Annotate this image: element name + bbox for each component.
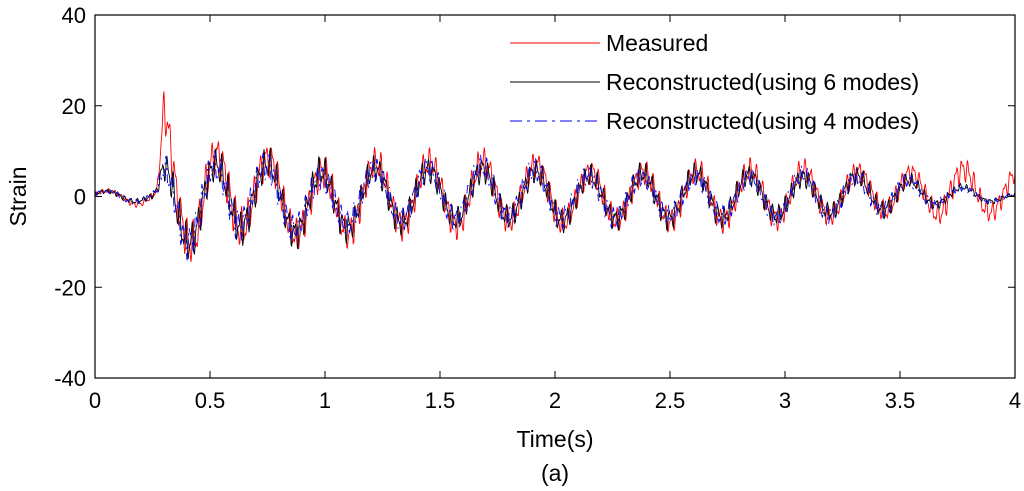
y-tick-label: 40 — [62, 3, 86, 28]
series-line-2 — [94, 147, 1016, 260]
x-tick-label: 4 — [1009, 388, 1021, 413]
x-axis-label: Time(s) — [516, 426, 593, 452]
x-tick-label: 3.5 — [885, 388, 916, 413]
x-tick-label: 2 — [549, 388, 561, 413]
series-line-3 — [94, 150, 1016, 261]
x-tick-label: 2.5 — [655, 388, 686, 413]
y-axis-label: Strain — [5, 166, 31, 226]
x-tick-label: 3 — [779, 388, 791, 413]
legend: Measured Reconstructed(using 6 modes) Reco… — [510, 30, 919, 134]
legend-label-1: Measured — [606, 30, 708, 56]
x-tick-label: 0.5 — [195, 388, 226, 413]
axis-ticks: 0 0.5 1 1.5 2 2.5 3 3.5 4 -40 -20 0 20 40 — [54, 3, 1021, 413]
figure-caption: (a) — [541, 460, 569, 486]
legend-label-2: Reconstructed(using 6 modes) — [606, 69, 919, 95]
x-tick-label: 0 — [89, 388, 101, 413]
y-tick-label: -40 — [54, 366, 86, 391]
x-tick-label: 1.5 — [425, 388, 456, 413]
x-tick-label: 1 — [319, 388, 331, 413]
legend-label-3: Reconstructed(using 4 modes) — [606, 108, 919, 134]
y-tick-label: -20 — [54, 275, 86, 300]
series-layer — [94, 91, 1016, 262]
y-tick-label: 20 — [62, 94, 86, 119]
y-tick-label: 0 — [74, 185, 86, 210]
